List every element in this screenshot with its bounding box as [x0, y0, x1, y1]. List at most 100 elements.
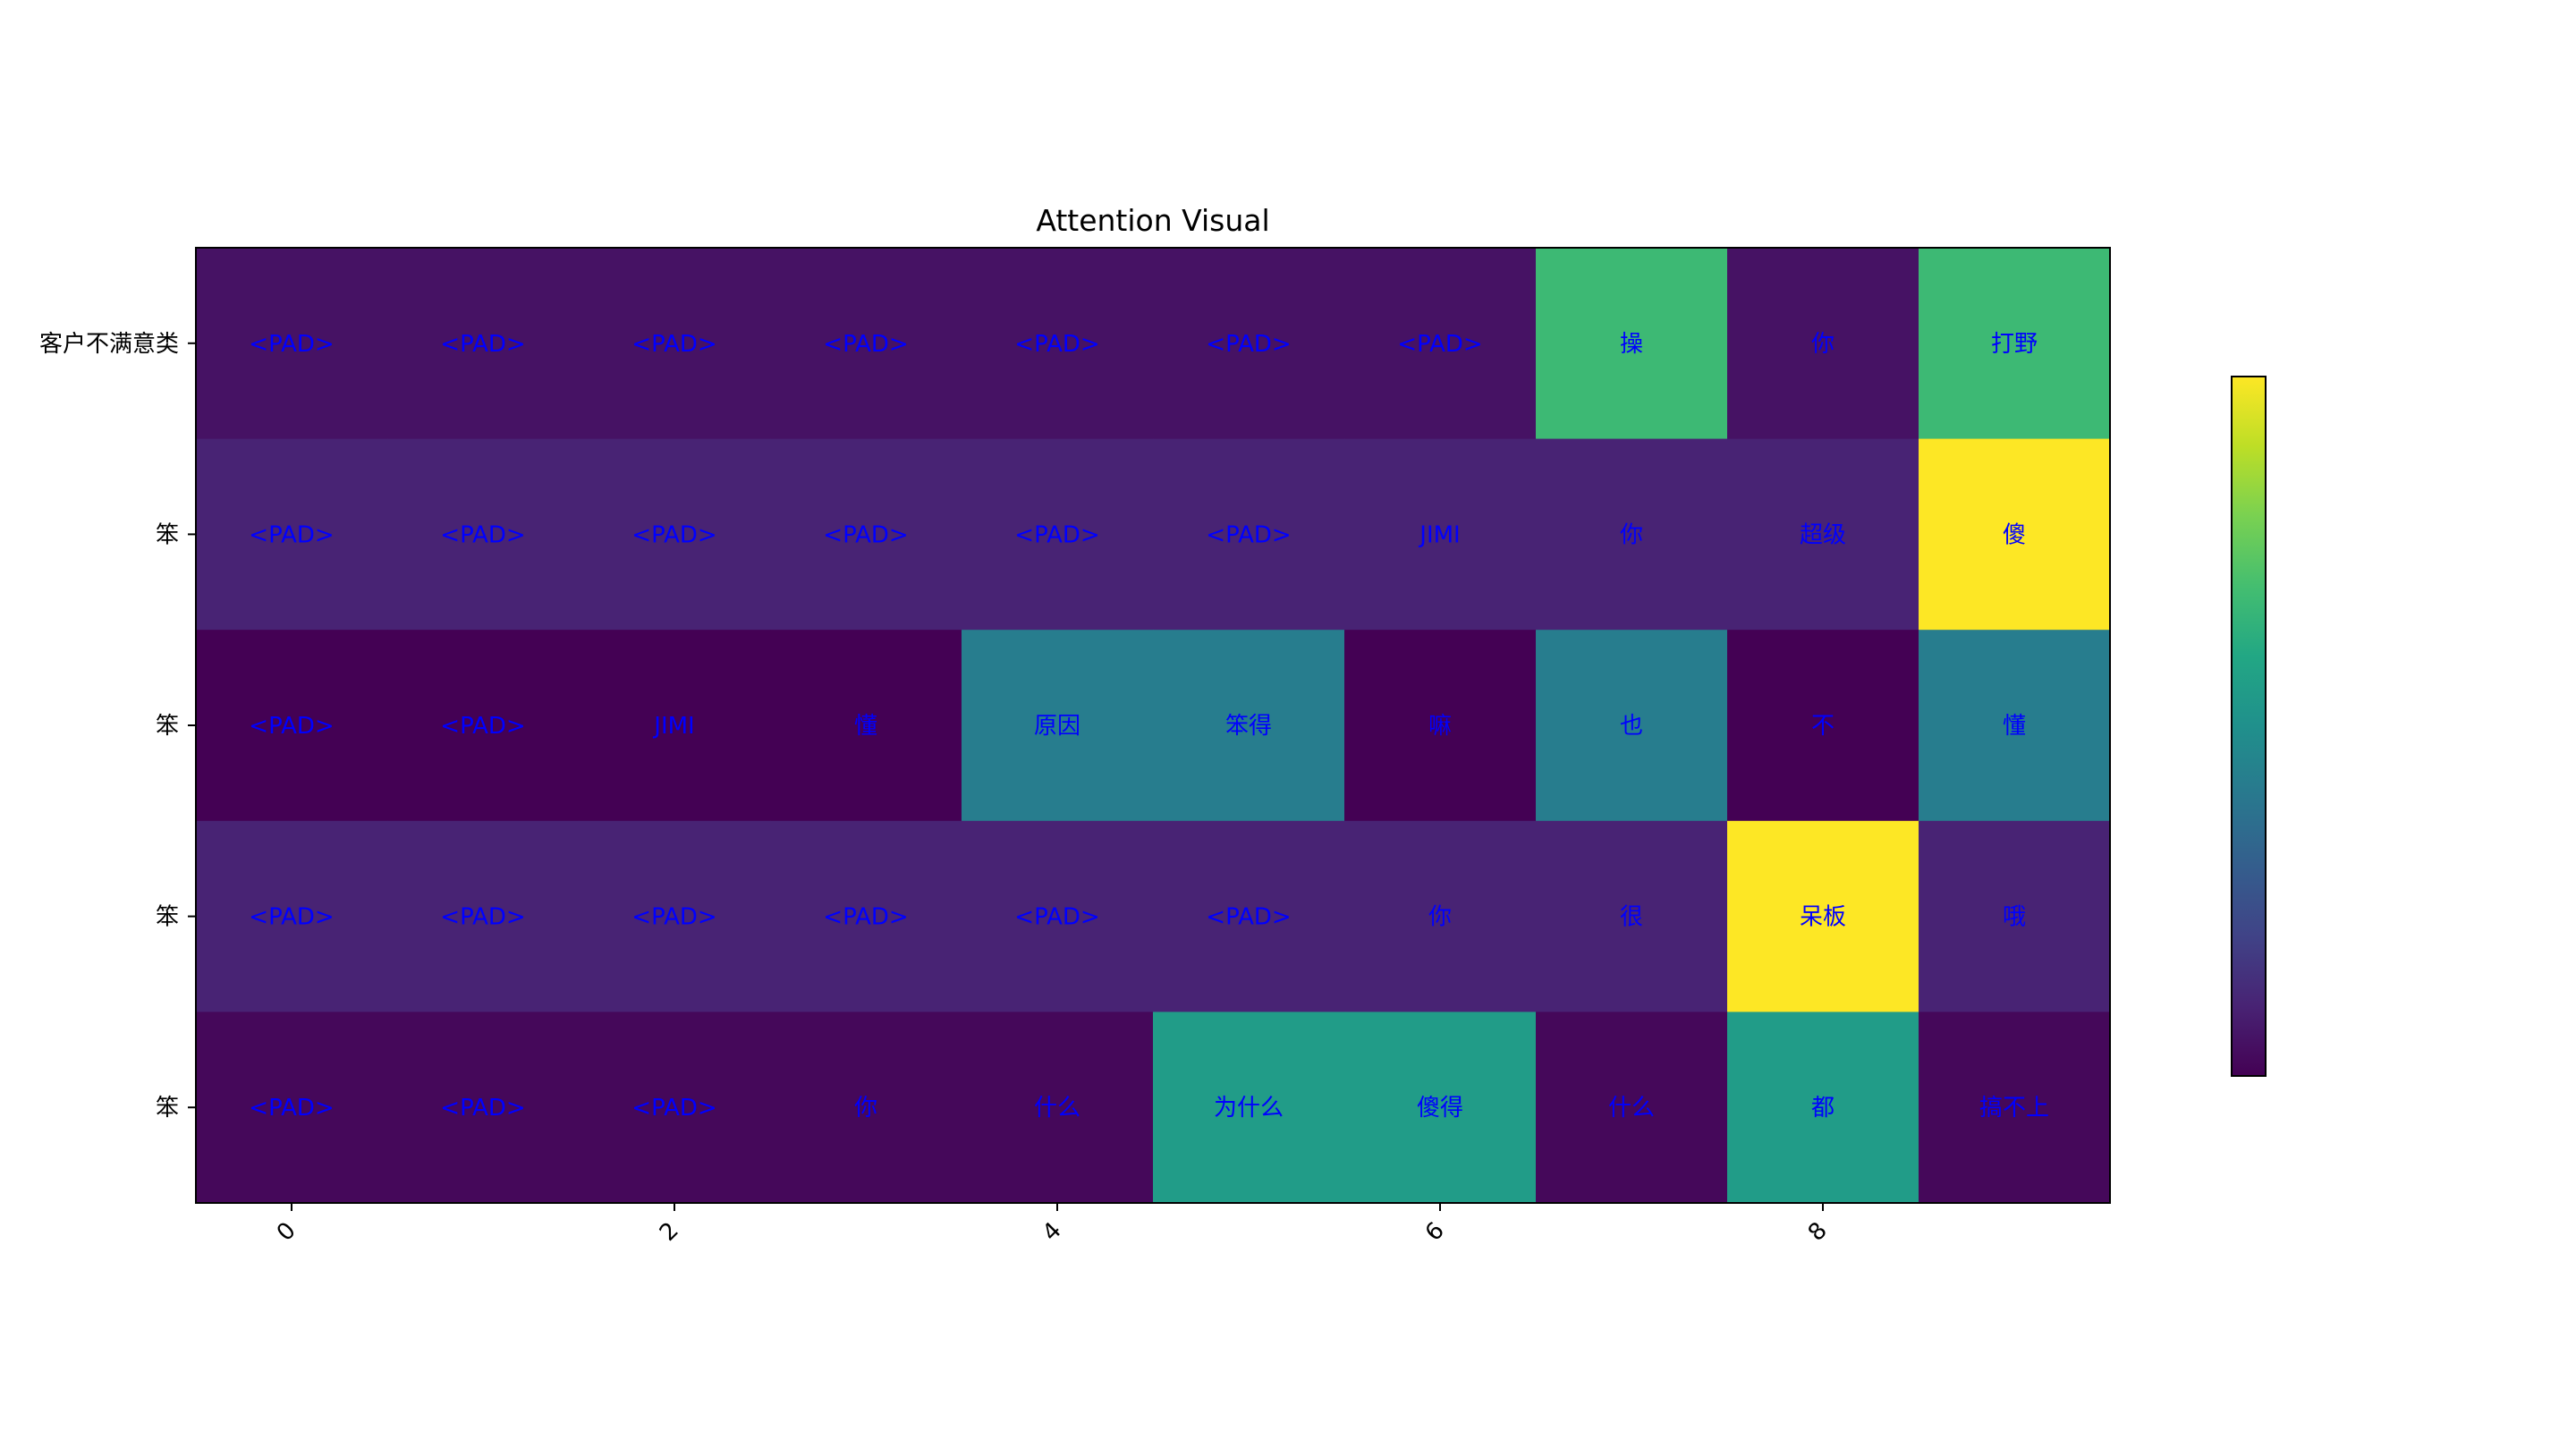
heatmap-cell-r0-c9	[1919, 248, 2111, 440]
heatmap-cells	[196, 248, 2111, 1204]
heatmap-cell-r1-c6	[1344, 438, 1537, 631]
colorbar	[2231, 376, 2267, 1077]
heatmap-cell-r3-c4	[962, 820, 1154, 1012]
heatmap-cell-r3-c9	[1919, 820, 2111, 1012]
cell-token-r2-c0: <PAD>	[249, 713, 334, 740]
heatmap-cell-r0-c5	[1153, 248, 1345, 440]
heatmap-cell-r2-c4	[962, 630, 1154, 822]
cell-token-r1-c1: <PAD>	[440, 521, 525, 548]
heatmap-cell-r1-c0	[196, 438, 388, 631]
heatmap-cell-r0-c3	[770, 248, 962, 440]
cell-token-r2-c5: 笨得	[1225, 713, 1272, 740]
x-tick-label: 0	[272, 1217, 301, 1247]
heatmap-cell-r1-c2	[579, 438, 771, 631]
x-tick-label: 2	[655, 1217, 684, 1247]
x-axis: 0 2 4 6 8	[272, 1203, 1833, 1247]
cell-token-r2-c8: 不	[1811, 713, 1835, 740]
cell-token-r3-c5: <PAD>	[1206, 904, 1291, 931]
cell-token-r2-c9: 懂	[2003, 713, 2026, 740]
cell-token-r1-c6: JIMI	[1418, 521, 1460, 548]
x-tick-label: 6	[1420, 1217, 1450, 1247]
heatmap-cell-r2-c1	[387, 630, 580, 822]
heatmap-cell-r2-c3	[770, 630, 962, 822]
cell-token-r1-c9: 傻	[2003, 521, 2026, 548]
heatmap-cell-r0-c4	[962, 248, 1154, 440]
cell-token-r0-c3: <PAD>	[823, 331, 908, 358]
heatmap-cell-r0-c7	[1536, 248, 1728, 440]
heatmap-cell-labels: <PAD> <PAD> <PAD> <PAD> <PAD> <PAD> <PAD> 操你打野<…	[249, 331, 2049, 1122]
cell-token-r3-c3: <PAD>	[823, 904, 908, 931]
heatmap-cell-r2-c5	[1153, 630, 1345, 822]
cell-token-r3-c6: 你	[1428, 904, 1452, 931]
cell-token-r1-c8: 超级	[1800, 521, 1846, 548]
heatmap-cell-r4-c9	[1919, 1012, 2111, 1204]
cell-token-r0-c0: <PAD>	[249, 331, 334, 358]
x-tick-label: 4	[1038, 1217, 1067, 1247]
cell-token-r2-c1: <PAD>	[440, 713, 525, 740]
cell-token-r3-c1: <PAD>	[440, 904, 525, 931]
cell-token-r3-c2: <PAD>	[631, 904, 716, 931]
heatmap-cell-r3-c6	[1344, 820, 1537, 1012]
cell-token-r4-c7: 什么	[1608, 1095, 1655, 1122]
cell-token-r3-c4: <PAD>	[1014, 904, 1099, 931]
cell-token-r0-c7: 操	[1620, 331, 1643, 358]
heatmap-cell-r1-c4	[962, 438, 1154, 631]
y-tick-label: 笨	[156, 521, 179, 548]
cell-token-r3-c0: <PAD>	[249, 904, 334, 931]
cell-token-r4-c1: <PAD>	[440, 1095, 525, 1122]
cell-token-r0-c9: 打野	[1991, 331, 2038, 358]
cell-token-r4-c0: <PAD>	[249, 1095, 334, 1122]
cell-token-r0-c4: <PAD>	[1014, 331, 1099, 358]
heatmap-cell-r1-c7	[1536, 438, 1728, 631]
heatmap-cell-r1-c3	[770, 438, 962, 631]
cell-token-r1-c4: <PAD>	[1014, 521, 1099, 548]
heatmap-cell-r1-c5	[1153, 438, 1345, 631]
heatmap-cell-r3-c8	[1727, 820, 1919, 1012]
heatmap-cell-r0-c1	[387, 248, 580, 440]
cell-token-r1-c7: 你	[1620, 521, 1643, 548]
cell-token-r3-c9: 哦	[2003, 904, 2026, 931]
heatmap-cell-r2-c2	[579, 630, 771, 822]
heatmap-cell-r4-c2	[579, 1012, 771, 1204]
cell-token-r0-c2: <PAD>	[631, 331, 716, 358]
heatmap-cell-r0-c8	[1727, 248, 1919, 440]
cell-token-r2-c4: 原因	[1034, 713, 1080, 740]
cell-token-r2-c6: 嘛	[1428, 713, 1452, 740]
cell-token-r4-c8: 都	[1811, 1095, 1835, 1122]
heatmap-cell-r3-c5	[1153, 820, 1345, 1012]
cell-token-r2-c2: JIMI	[652, 713, 694, 740]
cell-token-r2-c3: 懂	[854, 713, 877, 740]
heatmap-cell-r4-c6	[1344, 1012, 1537, 1204]
chart-title: Attention Visual	[1036, 203, 1269, 238]
heatmap-cell-r3-c7	[1536, 820, 1728, 1012]
cell-token-r4-c5: 为什么	[1214, 1095, 1284, 1122]
cell-token-r2-c7: 也	[1620, 713, 1643, 740]
y-tick-label: 客户不满意类	[39, 331, 179, 358]
cell-token-r4-c4: 什么	[1034, 1095, 1080, 1122]
cell-token-r0-c6: <PAD>	[1397, 331, 1482, 358]
heatmap-cell-r3-c3	[770, 820, 962, 1012]
heatmap-cell-r0-c2	[579, 248, 771, 440]
heatmap-cell-r4-c7	[1536, 1012, 1728, 1204]
cell-token-r4-c6: 傻得	[1417, 1095, 1463, 1122]
heatmap-cell-r2-c7	[1536, 630, 1728, 822]
heatmap-cell-r2-c9	[1919, 630, 2111, 822]
cell-token-r4-c3: 你	[854, 1095, 877, 1122]
y-tick-label: 笨	[156, 713, 179, 740]
cell-token-r3-c7: 很	[1620, 904, 1643, 931]
cell-token-r3-c8: 呆板	[1800, 904, 1846, 931]
heatmap-cell-r4-c5	[1153, 1012, 1345, 1204]
cell-token-r1-c5: <PAD>	[1206, 521, 1291, 548]
colorbar-gradient	[2231, 376, 2267, 1077]
heatmap-cell-r2-c0	[196, 630, 388, 822]
heatmap-cell-r4-c8	[1727, 1012, 1919, 1204]
heatmap-cell-r1-c1	[387, 438, 580, 631]
heatmap-cell-r3-c1	[387, 820, 580, 1012]
heatmap-cell-r4-c1	[387, 1012, 580, 1204]
cell-token-r1-c0: <PAD>	[249, 521, 334, 548]
heatmap-cell-r4-c4	[962, 1012, 1154, 1204]
cell-token-r4-c9: 搞不上	[1979, 1095, 2049, 1122]
cell-token-r0-c8: 你	[1811, 331, 1835, 358]
